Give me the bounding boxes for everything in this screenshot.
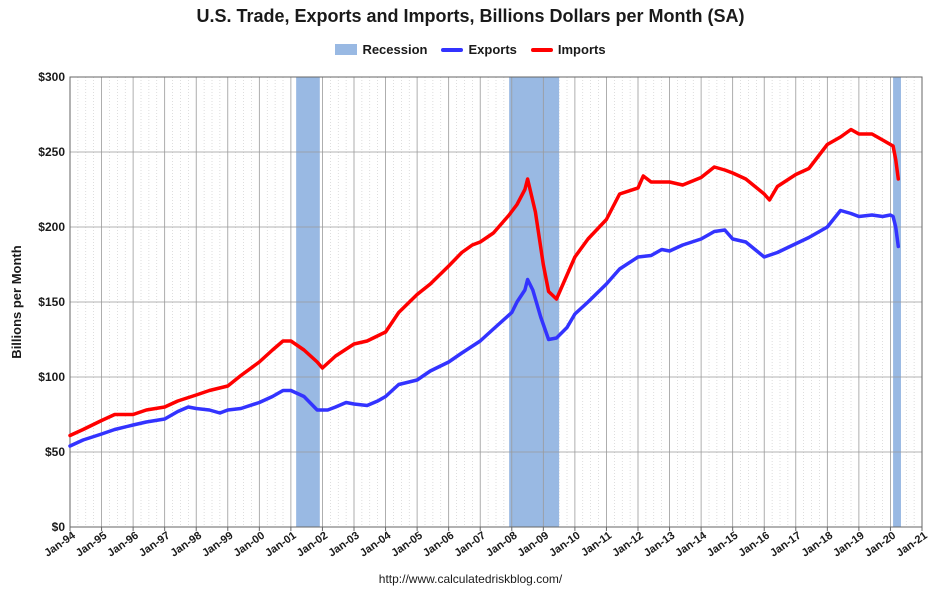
x-tick-label: Jan-14 [673, 529, 709, 559]
legend-swatch-recession [335, 44, 358, 55]
x-tick-label: Jan-00 [232, 530, 267, 560]
x-tick-label: Jan-03 [326, 530, 361, 560]
y-tick-label: $50 [45, 445, 65, 459]
x-tick-label: Jan-02 [295, 530, 330, 560]
x-tick-label: Jan-19 [831, 530, 866, 560]
x-tick-label: Jan-17 [768, 530, 803, 560]
x-tick-label: Jan-01 [263, 530, 298, 560]
x-axis: Jan-94Jan-95Jan-96Jan-97Jan-98Jan-99Jan-… [42, 527, 930, 560]
legend-item-imports: Imports [530, 42, 606, 57]
x-tick-label: Jan-20 [863, 530, 898, 560]
series-line-imports [68, 127, 901, 438]
legend-item-exports: Exports [441, 42, 517, 57]
series-lines [68, 127, 901, 448]
legend-label-recession: Recession [362, 42, 428, 57]
x-tick-label: Jan-99 [200, 530, 235, 560]
x-tick-label: Jan-12 [610, 530, 645, 560]
chart-title: U.S. Trade, Exports and Imports, Billion… [196, 6, 745, 26]
legend-label-exports: Exports [468, 42, 517, 57]
x-tick-label: Jan-18 [800, 530, 835, 560]
x-tick-label: Jan-13 [642, 530, 677, 560]
x-tick-label: Jan-15 [705, 530, 740, 560]
x-tick-label: Jan-09 [516, 530, 551, 560]
x-tick-label: Jan-10 [547, 530, 582, 560]
series-line-exports [68, 208, 901, 448]
legend-swatch-exports [441, 47, 464, 52]
x-tick-label: Jan-21 [894, 530, 929, 560]
y-tick-label: $250 [38, 145, 65, 159]
y-tick-label: $0 [52, 520, 66, 534]
source-url: http://www.calculatedriskblog.com/ [378, 572, 563, 586]
x-tick-label: Jan-08 [484, 530, 519, 560]
plot-frame [69, 76, 923, 528]
major-gridlines [69, 76, 923, 528]
y-tick-label: $100 [38, 370, 65, 384]
chart-legend: Recession Exports Imports [0, 42, 941, 57]
x-tick-label: Jan-06 [421, 530, 456, 560]
y-tick-label: $300 [38, 70, 65, 84]
x-tick-label: Jan-04 [358, 529, 394, 559]
y-axis: $0 $50 $100 $150 $200 $250 $300 [38, 70, 65, 534]
legend-swatch-imports [530, 47, 553, 52]
y-axis-label: Billions per Month [9, 245, 24, 358]
x-tick-label: Jan-05 [389, 530, 424, 560]
x-tick-label: Jan-98 [169, 530, 204, 560]
legend-label-imports: Imports [557, 42, 606, 57]
x-tick-label: Jan-97 [137, 530, 172, 560]
x-tick-label: Jan-16 [737, 530, 772, 560]
y-tick-label: $200 [38, 220, 65, 234]
legend-item-recession: Recession [335, 42, 427, 57]
x-tick-label: Jan-07 [453, 530, 488, 560]
x-tick-label: Jan-96 [105, 530, 140, 560]
y-tick-label: $150 [38, 295, 65, 309]
x-tick-label: Jan-95 [74, 530, 109, 560]
x-tick-label: Jan-11 [579, 530, 614, 559]
